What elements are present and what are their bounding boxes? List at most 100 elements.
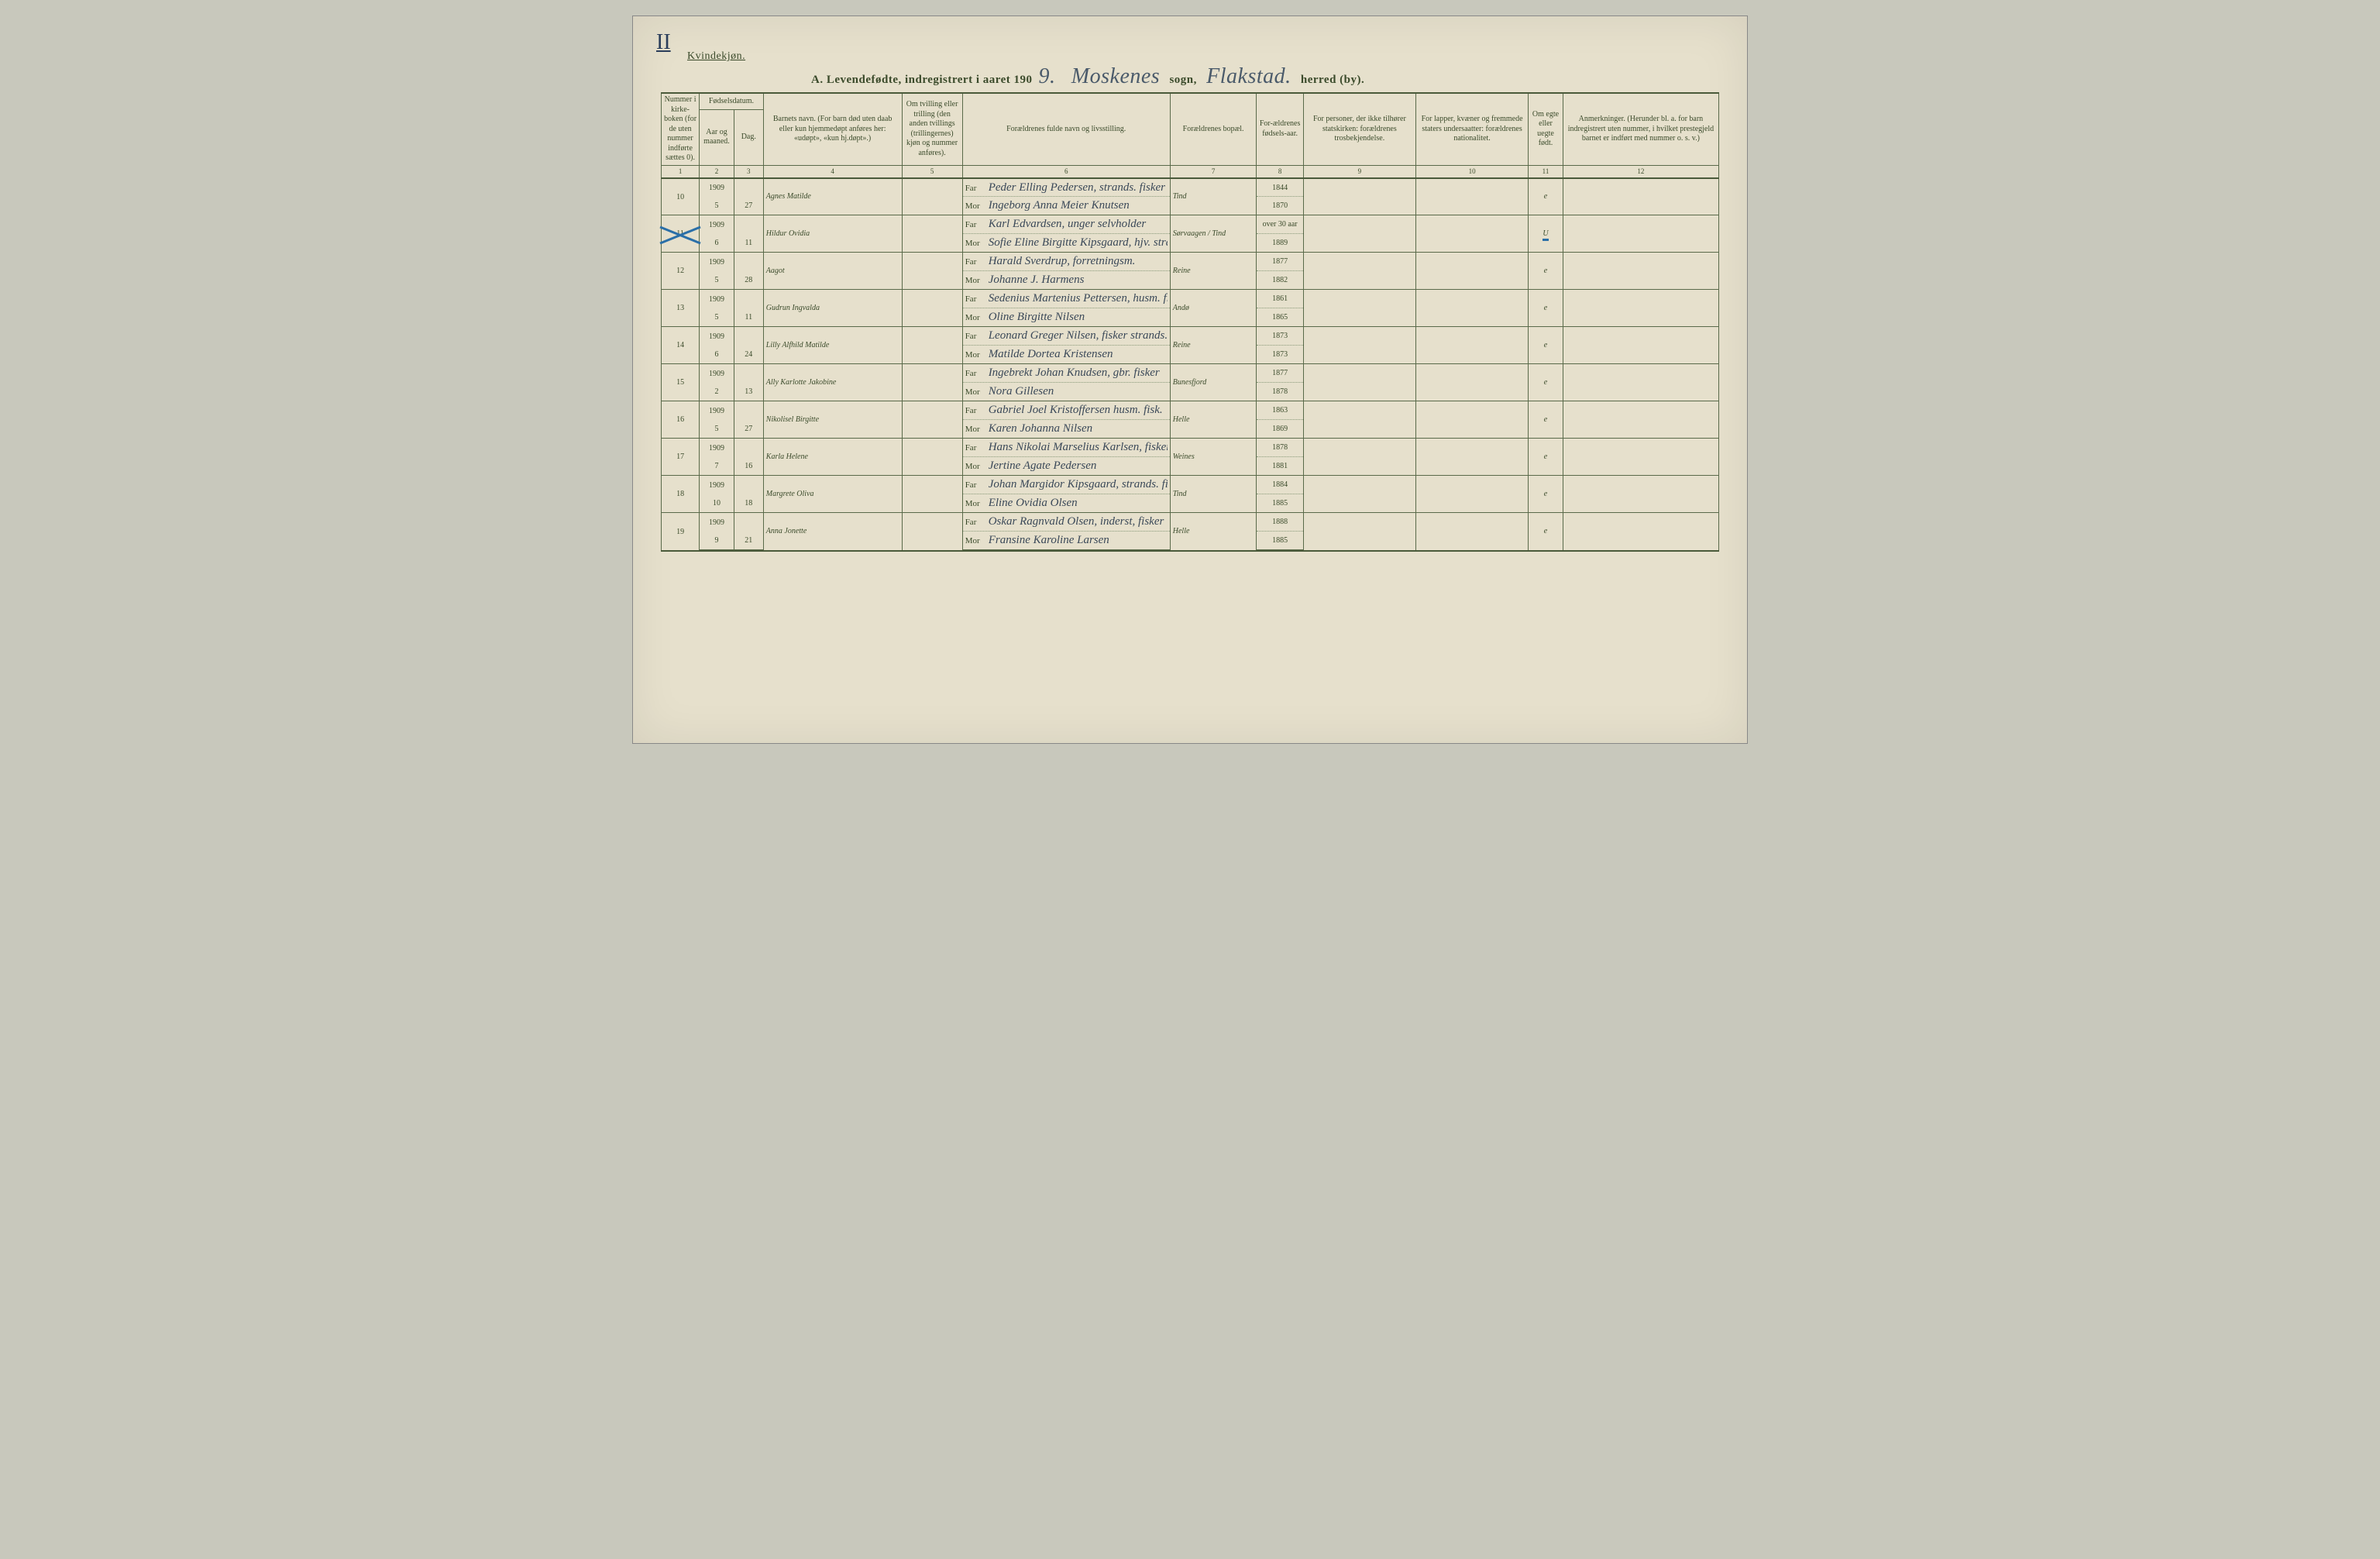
twin-cell (902, 178, 962, 215)
nationality-cell (1415, 476, 1528, 513)
entry-month: 5 (700, 271, 734, 290)
residence: Andø (1170, 290, 1257, 327)
mother-name: Sofie Eline Birgitte Kipsgaard, hjv. str… (989, 237, 1168, 249)
nationality-cell (1415, 253, 1528, 290)
religion-cell (1303, 439, 1415, 476)
father-name: Gabriel Joel Kristoffersen husm. fisk. (989, 404, 1168, 416)
entry-day-blank (734, 253, 763, 271)
remarks-cell (1563, 439, 1718, 476)
col-header-6: Forældrenes fulde navn og livsstilling. (962, 94, 1170, 165)
residence: Helle (1170, 401, 1257, 439)
child-name: Gudrun Ingvalda (763, 290, 902, 327)
mother-birthyear: 1885 (1257, 532, 1303, 550)
entry-number: 13 (662, 290, 700, 327)
twin-cell (902, 364, 962, 401)
col-header-7: Forældrenes bopæl. (1170, 94, 1257, 165)
table-row: 17 1909 Karla Helene Far Hans Nikolai Ma… (662, 439, 1719, 457)
remarks-cell (1563, 401, 1718, 439)
entry-day: 28 (734, 271, 763, 290)
father-birthyear: over 30 aar (1257, 215, 1303, 234)
legitimacy: e (1529, 476, 1563, 513)
entry-day-blank (734, 290, 763, 308)
father-cell: Far Johan Margidor Kipsgaard, strands. f… (962, 476, 1170, 494)
far-label: Far (965, 257, 985, 267)
mother-name: Nora Gillesen (989, 386, 1168, 397)
nationality-cell (1415, 439, 1528, 476)
mor-label: Mor (965, 276, 985, 285)
entry-month: 5 (700, 197, 734, 215)
father-cell: Far Karl Edvardsen, unger selvholder (962, 215, 1170, 234)
entry-number: 12 (662, 253, 700, 290)
colnum-1: 1 (662, 165, 700, 178)
religion-cell (1303, 178, 1415, 215)
father-birthyear: 1878 (1257, 439, 1303, 457)
mother-name: Karen Johanna Nilsen (989, 423, 1168, 435)
far-label: Far (965, 220, 985, 229)
entry-number: 18 (662, 476, 700, 513)
colnum-6: 6 (962, 165, 1170, 178)
mother-birthyear: 1865 (1257, 308, 1303, 327)
mother-birthyear: 1882 (1257, 271, 1303, 290)
father-name: Peder Elling Pedersen, strands. fisker (989, 182, 1168, 194)
father-name: Karl Edvardsen, unger selvholder (989, 219, 1168, 230)
entry-year: 1909 (700, 476, 734, 494)
entry-month: 5 (700, 308, 734, 327)
mother-birthyear: 1881 (1257, 457, 1303, 476)
remarks-cell (1563, 327, 1718, 364)
child-name: Anna Jonette (763, 513, 902, 550)
entry-day: 27 (734, 197, 763, 215)
father-cell: Far Harald Sverdrup, forretningsm. (962, 253, 1170, 271)
far-label: Far (965, 184, 985, 193)
entry-number: 14 (662, 327, 700, 364)
far-label: Far (965, 369, 985, 378)
mother-birthyear: 1873 (1257, 346, 1303, 364)
remarks-cell (1563, 513, 1718, 550)
father-name: Oskar Ragnvald Olsen, inderst, fisker (989, 516, 1168, 528)
far-label: Far (965, 406, 985, 415)
entry-day-blank (734, 439, 763, 457)
col-header-1: Nummer i kirke-boken (for de uten nummer… (662, 94, 700, 165)
col-header-2-group: Fødselsdatum. (700, 94, 764, 109)
colnum-8: 8 (1257, 165, 1303, 178)
mother-name: Jertine Agate Pedersen (989, 460, 1168, 472)
mor-label: Mor (965, 201, 985, 211)
mother-name: Ingeborg Anna Meier Knutsen (989, 200, 1168, 212)
table-row: 12 1909 Aagot Far Harald Sverdrup, forre… (662, 253, 1719, 271)
entry-number: 11 (662, 215, 700, 253)
entry-day: 18 (734, 494, 763, 513)
mother-birthyear: 1870 (1257, 197, 1303, 215)
twin-cell (902, 401, 962, 439)
nationality-cell (1415, 513, 1528, 550)
entry-day: 21 (734, 532, 763, 550)
entry-year: 1909 (700, 290, 734, 308)
father-birthyear: 1844 (1257, 178, 1303, 197)
religion-cell (1303, 290, 1415, 327)
residence: Tind (1170, 476, 1257, 513)
mor-label: Mor (965, 313, 985, 322)
entry-day-blank (734, 215, 763, 234)
residence: Helle (1170, 513, 1257, 550)
mother-birthyear: 1889 (1257, 234, 1303, 253)
entry-number: 15 (662, 364, 700, 401)
col-header-2a: Aar og maaned. (700, 109, 734, 165)
far-label: Far (965, 518, 985, 527)
father-name: Johan Margidor Kipsgaard, strands. fiske… (989, 479, 1168, 490)
residence: Reine (1170, 253, 1257, 290)
father-cell: Far Ingebrekt Johan Knudsen, gbr. fisker (962, 364, 1170, 383)
col-header-5: Om tvilling eller trilling (den anden tv… (902, 94, 962, 165)
entry-number: 17 (662, 439, 700, 476)
entry-day-blank (734, 401, 763, 420)
mother-cell: Mor Nora Gillesen (962, 383, 1170, 401)
district-name: Flakstad. (1200, 64, 1298, 88)
religion-cell (1303, 401, 1415, 439)
entry-day: 27 (734, 420, 763, 439)
colnum-7: 7 (1170, 165, 1257, 178)
legitimacy: e (1529, 327, 1563, 364)
colnum-3: 3 (734, 165, 763, 178)
legitimacy: e (1529, 178, 1563, 215)
mother-birthyear: 1878 (1257, 383, 1303, 401)
father-cell: Far Peder Elling Pedersen, strands. fisk… (962, 178, 1170, 197)
table-row: 15 1909 Ally Karlotte Jakobine Far Ingeb… (662, 364, 1719, 383)
entry-month: 7 (700, 457, 734, 476)
father-birthyear: 1888 (1257, 513, 1303, 532)
